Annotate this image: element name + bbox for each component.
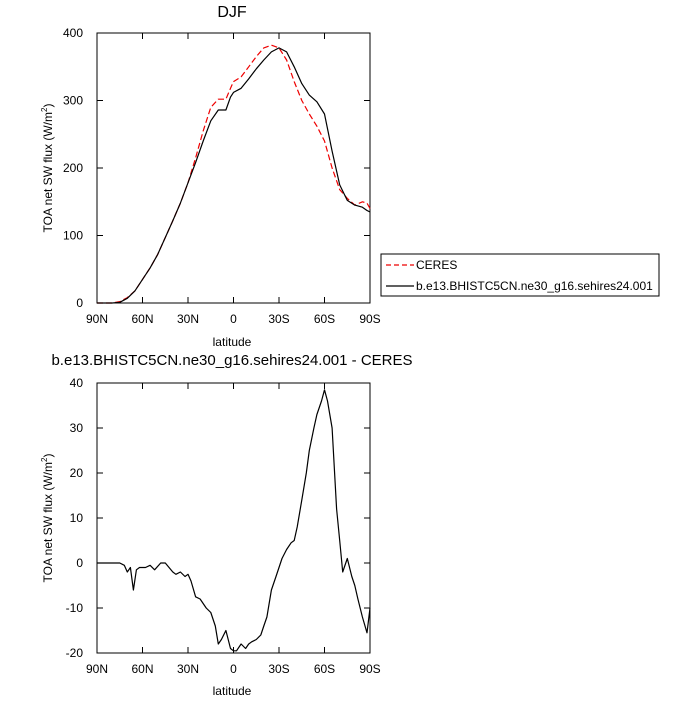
- legend-label-ceres: CERES: [416, 258, 457, 272]
- top-x-tick-label: 60S: [314, 312, 335, 326]
- top-y-tick-label: 300: [63, 94, 83, 108]
- top-plot-frame: [96, 32, 371, 304]
- bottom-chart-title: b.e13.BHISTC5CN.ne30_g16.sehires24.001 -…: [51, 352, 412, 369]
- top-y-ticks: 0 100 200 300 400: [63, 26, 370, 310]
- top-x-ticks: 90N 60N 30N 0 30S 60S 90S: [86, 33, 381, 326]
- top-x-tick-label: 0: [230, 312, 237, 326]
- top-y-axis-label-close: ): [41, 104, 55, 108]
- top-y-axis-label-main: TOA net SW flux (W/m: [41, 112, 55, 232]
- bottom-y-tick-label: 0: [76, 556, 83, 570]
- bottom-x-ticks: 90N 60N 30N 0 30S 60S 90S: [86, 383, 381, 676]
- bottom-x-tick-label: 0: [230, 662, 237, 676]
- top-series-line-ceres: [97, 44, 371, 304]
- bottom-y-tick-label: 10: [70, 511, 84, 525]
- bottom-x-tick-label: 90N: [86, 662, 108, 676]
- top-series-lines: [97, 44, 371, 304]
- top-y-tick-label: 100: [63, 229, 83, 243]
- legend-box: [380, 253, 660, 297]
- top-series-line-model: [97, 47, 371, 304]
- top-panel: DJF 90N 60N 30N 0 30S 60S 90S 0 100 200 300 400 la…: [40, 4, 381, 349]
- top-x-tick-label: 90N: [86, 312, 108, 326]
- bottom-x-tick-label: 30S: [268, 662, 289, 676]
- bottom-y-axis-label: TOA net SW flux (W/m2): [40, 454, 55, 583]
- top-x-tick-label: 60N: [131, 312, 153, 326]
- bottom-series-lines: [97, 389, 371, 652]
- top-y-tick-label: 200: [63, 161, 83, 175]
- top-chart-title: DJF: [217, 4, 247, 21]
- bottom-series-line-difference: [97, 389, 371, 652]
- top-y-tick-label: 0: [76, 296, 83, 310]
- bottom-plot-frame: [96, 382, 371, 654]
- bottom-x-tick-label: 60S: [314, 662, 335, 676]
- bottom-y-axis-label-main: TOA net SW flux (W/m: [41, 462, 55, 582]
- bottom-x-tick-label: 90S: [359, 662, 380, 676]
- bottom-x-axis-label: latitude: [213, 684, 252, 698]
- bottom-y-tick-label: 30: [70, 421, 84, 435]
- bottom-y-tick-label: -20: [66, 646, 84, 660]
- top-x-axis-label: latitude: [213, 335, 252, 349]
- bottom-y-axis-label-close: ): [41, 454, 55, 458]
- bottom-y-axis-label-sup: 2: [40, 457, 49, 462]
- legend-label-model: b.e13.BHISTC5CN.ne30_g16.sehires24.001: [416, 279, 653, 293]
- bottom-y-ticks: -20 -10 0 10 20 30 40: [66, 376, 370, 660]
- bottom-y-tick-label: 40: [70, 376, 84, 390]
- top-x-tick-label: 30N: [177, 312, 199, 326]
- top-y-tick-label: 400: [63, 26, 83, 40]
- bottom-panel: b.e13.BHISTC5CN.ne30_g16.sehires24.001 -…: [40, 352, 413, 698]
- bottom-y-tick-label: -10: [66, 601, 84, 615]
- bottom-x-tick-label: 60N: [131, 662, 153, 676]
- bottom-x-tick-label: 30N: [177, 662, 199, 676]
- top-x-tick-label: 90S: [359, 312, 380, 326]
- legend: CERES b.e13.BHISTC5CN.ne30_g16.sehires24…: [380, 253, 660, 297]
- top-x-tick-label: 30S: [268, 312, 289, 326]
- top-y-axis-label: TOA net SW flux (W/m2): [40, 104, 55, 233]
- top-y-axis-label-sup: 2: [40, 107, 49, 112]
- bottom-y-tick-label: 20: [70, 466, 84, 480]
